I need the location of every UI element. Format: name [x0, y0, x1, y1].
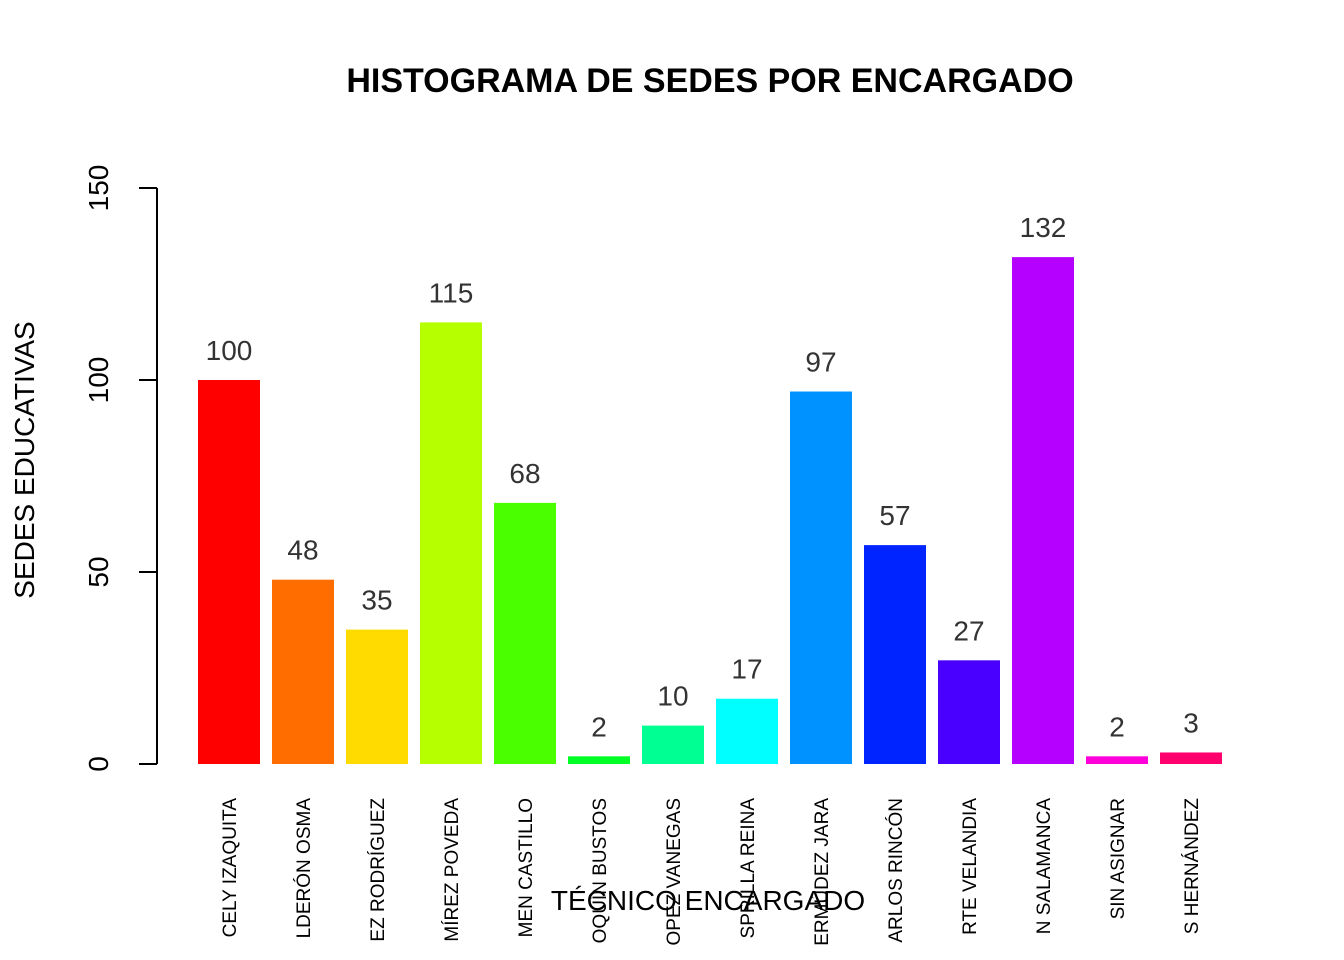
category-label: LDERÓN OSMA: [293, 798, 315, 939]
bars: [198, 257, 1222, 764]
bar-value-label: 48: [287, 535, 318, 566]
bar-value-label: 3: [1183, 707, 1199, 738]
bar-value-label: 68: [509, 458, 540, 489]
bar: [716, 698, 778, 764]
bar-value-label: 97: [805, 347, 836, 378]
category-label: N SALAMANCA: [1034, 798, 1055, 935]
bar: [198, 380, 260, 764]
category-label: SPRILLA REINA: [738, 798, 759, 939]
bar-value-label: 100: [206, 335, 253, 366]
bar-value-label: 35: [361, 585, 392, 616]
category-label: OQUÍN BUSTOS: [590, 798, 611, 943]
y-tick-label: 0: [83, 756, 114, 772]
category-label: RTE VELANDIA: [960, 798, 981, 935]
y-axis-label: SEDES EDUCATIVAS: [9, 321, 40, 598]
bar: [1160, 752, 1222, 764]
bar: [938, 660, 1000, 764]
category-label: SIN ASIGNAR: [1108, 798, 1129, 919]
bar: [1012, 257, 1074, 764]
category-label: ARLOS RINCÓN: [885, 798, 907, 943]
category-label: S HERNÁNDEZ: [1182, 798, 1203, 935]
x-axis-label: TÉCNICO ENCARGADO: [551, 885, 865, 916]
y-axis: 0 50 100 150: [83, 165, 158, 772]
bar: [790, 391, 852, 764]
bar: [420, 322, 482, 764]
bar: [272, 579, 334, 764]
y-tick-label: 100: [83, 357, 114, 404]
bar-value-label: 132: [1020, 212, 1067, 243]
bar: [642, 725, 704, 764]
bar-value-label: 57: [879, 500, 910, 531]
bar-value-label: 10: [657, 681, 688, 712]
bar-value-label: 27: [953, 615, 984, 646]
bar: [568, 756, 630, 764]
bar-value-label: 115: [429, 277, 474, 308]
y-tick-label: 50: [83, 556, 114, 587]
bar: [1086, 756, 1148, 764]
bar-value-label: 2: [591, 711, 607, 742]
value-labels: 100 48 35 115 68 2 10 17 97 57 27 132 2 3: [206, 212, 1199, 742]
bar-value-label: 17: [731, 654, 762, 685]
bar: [864, 545, 926, 764]
category-label: ERMÚDEZ JARA: [811, 798, 833, 946]
y-tick-label: 150: [83, 165, 114, 212]
bar-value-label: 2: [1109, 711, 1125, 742]
bar: [346, 629, 408, 764]
category-label: MEN CASTILLO: [516, 798, 537, 937]
category-label: OPEZ VANEGAS: [664, 798, 685, 945]
bar: [494, 502, 556, 764]
category-labels: CELY IZAQUITA LDERÓN OSMA EZ RODRÍGUEZ MÍRE…: [220, 798, 1203, 946]
category-label: CELY IZAQUITA: [220, 798, 241, 938]
category-label: EZ RODRÍGUEZ: [368, 798, 389, 942]
chart-title: HISTOGRAMA DE SEDES POR ENCARGADO: [346, 62, 1073, 100]
category-label: MÍREZ POVEDA: [442, 798, 463, 942]
